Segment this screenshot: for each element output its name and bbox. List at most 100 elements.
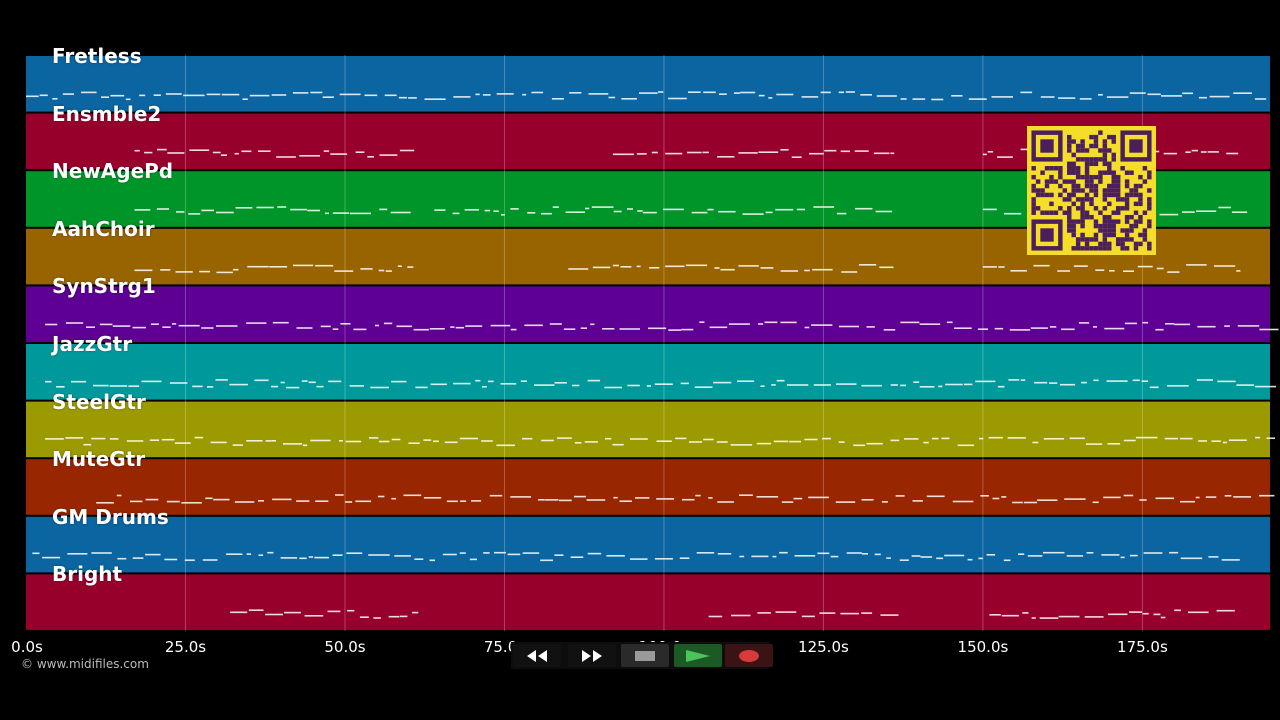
qr-module bbox=[1071, 166, 1076, 171]
note bbox=[290, 208, 307, 211]
stop-button[interactable] bbox=[621, 644, 669, 667]
qr-module bbox=[1080, 219, 1085, 224]
qr-module bbox=[1035, 192, 1041, 198]
qr-module bbox=[1049, 210, 1054, 215]
qr-module bbox=[1102, 228, 1108, 233]
note bbox=[835, 501, 856, 503]
note bbox=[339, 440, 343, 442]
note bbox=[399, 615, 408, 618]
qr-module bbox=[1142, 237, 1148, 242]
note bbox=[501, 214, 505, 216]
note bbox=[817, 552, 830, 555]
note bbox=[992, 497, 1000, 500]
note bbox=[340, 323, 351, 325]
note bbox=[150, 323, 159, 325]
note bbox=[1059, 383, 1076, 386]
qr-module bbox=[1031, 174, 1036, 180]
note bbox=[931, 437, 939, 440]
qr-module bbox=[1147, 241, 1152, 247]
note bbox=[1103, 496, 1121, 499]
note bbox=[353, 328, 367, 331]
qr-module bbox=[1071, 188, 1076, 193]
qr-module bbox=[1080, 201, 1085, 207]
qr-module bbox=[1080, 188, 1085, 193]
note bbox=[220, 154, 227, 156]
qr-module bbox=[1067, 134, 1072, 140]
note bbox=[809, 152, 824, 155]
qr-module bbox=[1049, 201, 1054, 207]
note bbox=[708, 497, 713, 499]
note bbox=[1049, 382, 1058, 384]
note bbox=[156, 208, 169, 210]
note bbox=[368, 554, 390, 556]
note bbox=[162, 326, 171, 328]
qr-module bbox=[1058, 206, 1063, 211]
note bbox=[221, 93, 240, 96]
qr-module bbox=[1075, 206, 1081, 211]
note bbox=[216, 325, 238, 327]
note bbox=[424, 98, 446, 100]
note bbox=[45, 380, 52, 383]
qr-module bbox=[1075, 237, 1081, 242]
note bbox=[397, 265, 402, 267]
qr-module bbox=[1067, 170, 1072, 175]
play-button[interactable] bbox=[674, 644, 722, 667]
qr-module bbox=[1142, 210, 1148, 215]
note bbox=[202, 559, 218, 561]
qr-module bbox=[1089, 246, 1094, 251]
qr-module bbox=[1147, 174, 1152, 180]
note bbox=[256, 206, 274, 209]
note bbox=[415, 386, 428, 389]
time-tick-label: 0.0s bbox=[11, 638, 43, 656]
rewind-button[interactable] bbox=[513, 644, 561, 667]
qr-module bbox=[1098, 170, 1103, 175]
note bbox=[899, 559, 909, 561]
qr-module bbox=[1075, 143, 1081, 149]
qr-module bbox=[1035, 206, 1041, 211]
note bbox=[367, 156, 374, 158]
note bbox=[399, 149, 415, 152]
note bbox=[665, 265, 685, 268]
note bbox=[1191, 149, 1198, 152]
note bbox=[377, 495, 385, 498]
note bbox=[1222, 441, 1227, 444]
qr-module bbox=[1093, 223, 1099, 229]
fast-forward-button[interactable] bbox=[568, 644, 616, 667]
note bbox=[91, 552, 112, 554]
note bbox=[315, 500, 329, 502]
note bbox=[246, 553, 252, 555]
note bbox=[277, 206, 287, 208]
qr-module bbox=[1044, 183, 1050, 189]
qr-finder-core bbox=[1040, 139, 1054, 153]
note bbox=[347, 609, 355, 612]
qr-module bbox=[1115, 237, 1121, 242]
note bbox=[335, 494, 344, 496]
note bbox=[886, 557, 891, 559]
qr-module bbox=[1147, 206, 1152, 211]
note bbox=[779, 551, 788, 554]
note bbox=[496, 93, 514, 95]
qr-module bbox=[1138, 183, 1143, 189]
note bbox=[1139, 499, 1147, 501]
note bbox=[936, 557, 944, 560]
note bbox=[1143, 552, 1163, 554]
note bbox=[293, 264, 314, 267]
note bbox=[32, 552, 40, 555]
note bbox=[688, 91, 701, 93]
qr-module bbox=[1031, 183, 1036, 189]
note bbox=[384, 94, 397, 97]
note bbox=[703, 91, 716, 94]
note bbox=[636, 265, 641, 268]
note bbox=[541, 212, 552, 215]
qr-module bbox=[1075, 148, 1081, 153]
note bbox=[471, 500, 482, 502]
note bbox=[845, 91, 855, 93]
record-button[interactable] bbox=[725, 644, 773, 667]
note bbox=[635, 497, 650, 499]
qr-module bbox=[1067, 139, 1072, 144]
note bbox=[772, 555, 777, 558]
note bbox=[62, 93, 74, 95]
qr-module bbox=[1133, 219, 1139, 224]
note bbox=[117, 557, 127, 560]
note bbox=[522, 437, 533, 440]
